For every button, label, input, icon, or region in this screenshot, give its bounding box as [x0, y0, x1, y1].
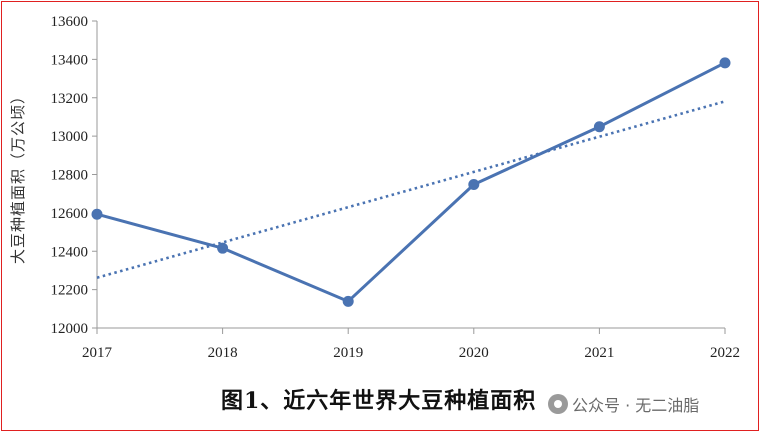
y-tick-label: 12200: [51, 283, 89, 299]
y-tick-label: 12400: [51, 244, 89, 260]
x-tick-label: 2017: [82, 345, 113, 361]
series-points: [91, 57, 731, 307]
series-line: [96, 61, 726, 303]
y-axis: 12000 12200 12400 12600 12800 13000 13200 13400…: [51, 14, 98, 337]
y-tick-label: 12000: [51, 321, 89, 337]
trendline-line: [96, 100, 726, 279]
watermark-text: 公众号 · 无二油脂: [572, 396, 700, 415]
y-tick-label: 13200: [51, 91, 89, 107]
y-tick-label: 13600: [51, 14, 89, 30]
y-axis-title: 大豆种植面积（万公顷）: [9, 88, 27, 264]
data-point: [217, 242, 229, 254]
figure-caption: 图1、近六年世界大豆种植面积: [221, 388, 537, 414]
watermark: 公众号 · 无二油脂: [548, 392, 699, 416]
y-tick-label: 13400: [51, 52, 89, 68]
y-tick-label: 12800: [51, 168, 89, 184]
series-polyline: [96, 61, 726, 303]
x-tick-label: 2019: [333, 345, 363, 361]
wechat-icon: [548, 394, 568, 414]
line-chart: 12000 12200 12400 12600 12800 13000 13200 13400…: [9, 14, 740, 361]
y-tick-label: 13000: [51, 129, 89, 145]
x-tick-label: 2018: [208, 345, 238, 361]
x-axis: 2017 2018 2019 2020 2021 2022: [82, 327, 740, 361]
trendline: [96, 100, 726, 279]
x-tick-label: 2021: [584, 345, 614, 361]
data-point: [719, 57, 731, 69]
data-point: [91, 208, 103, 220]
x-tick-label: 2020: [459, 345, 489, 361]
data-point: [593, 121, 605, 133]
data-point: [342, 295, 354, 307]
x-tick-label: 2022: [710, 345, 740, 361]
data-point: [468, 178, 480, 190]
y-tick-label: 12600: [51, 206, 89, 222]
